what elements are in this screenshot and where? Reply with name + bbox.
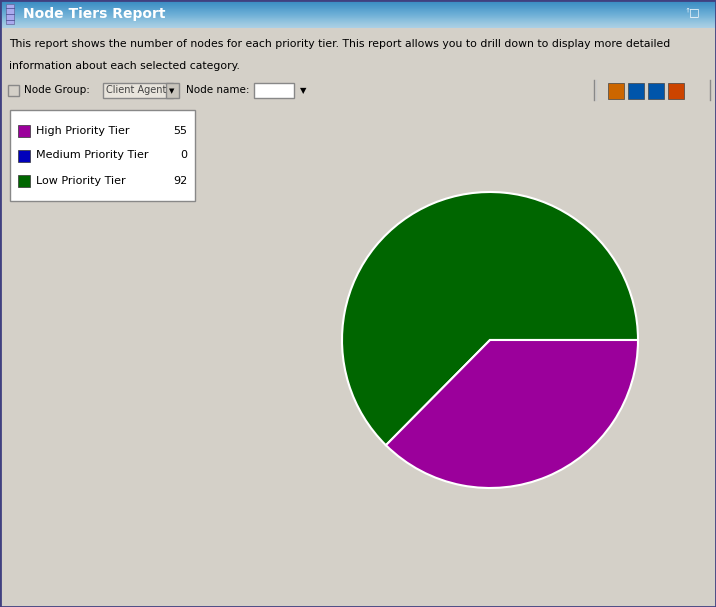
Text: Client Agent: Client Agent (106, 85, 166, 95)
Text: 92: 92 (173, 175, 187, 186)
Text: 55: 55 (173, 126, 187, 135)
Text: 0: 0 (180, 151, 187, 160)
Text: ▼: ▼ (169, 88, 175, 94)
Wedge shape (386, 340, 638, 488)
Bar (18, 174, 30, 186)
Bar (8, 85, 19, 96)
Bar (166, 83, 179, 98)
Text: information about each selected category.: information about each selected category… (9, 61, 239, 70)
Text: ꜛ□: ꜛ□ (685, 8, 700, 18)
Bar (628, 83, 644, 99)
Bar (648, 83, 664, 99)
Text: Low Priority Tier: Low Priority Tier (36, 175, 125, 186)
Text: Node Tiers Report: Node Tiers Report (23, 7, 165, 21)
Bar (6, 4, 14, 24)
Text: Medium Priority Tier: Medium Priority Tier (36, 151, 148, 160)
Text: High Priority Tier: High Priority Tier (36, 126, 130, 135)
Bar (254, 83, 294, 98)
Bar (18, 149, 30, 161)
Text: This report shows the number of nodes for each priority tier. This report allows: This report shows the number of nodes fo… (9, 39, 670, 49)
Bar (608, 83, 624, 99)
Text: Node Group:: Node Group: (24, 85, 90, 95)
Text: ▼: ▼ (300, 87, 306, 95)
Bar (10, 110, 195, 201)
Bar (103, 83, 173, 98)
Bar (18, 124, 30, 137)
Text: Node name:: Node name: (186, 85, 249, 95)
Bar (668, 83, 684, 99)
Wedge shape (342, 192, 638, 445)
